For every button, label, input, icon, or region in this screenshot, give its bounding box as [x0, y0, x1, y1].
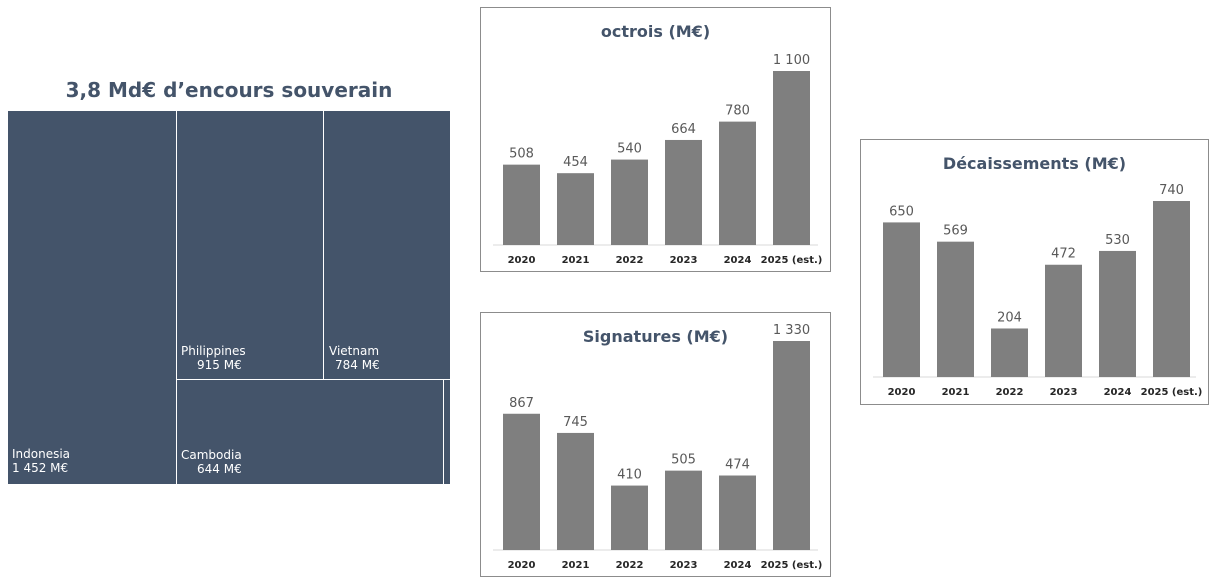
x-tick-label: 2020 [888, 387, 916, 398]
data-label: 650 [889, 204, 914, 219]
chart-title: Décaissements (M€) [942, 154, 1127, 173]
bar-2021 [937, 241, 974, 377]
x-tick-label: 2025 (est.) [761, 560, 823, 571]
bar-2021 [557, 432, 594, 550]
treemap-tile-cambodia: Cambodia 644 M€ [177, 380, 443, 484]
tile-name: Vietnam [329, 344, 380, 358]
data-label: 474 [725, 458, 750, 473]
bar-2022 [991, 328, 1028, 377]
bar-2022 [611, 485, 648, 550]
treemap-tile-philippines: Philippines 915 M€ [177, 111, 323, 379]
bar-2024 [719, 121, 756, 245]
tile-value: 784 M€ [335, 358, 380, 372]
x-tick-label: 2024 [1104, 387, 1132, 398]
data-label: 780 [725, 104, 750, 119]
tile-name: Cambodia [181, 448, 242, 462]
bar-2021 [557, 173, 594, 245]
x-tick-label: 2024 [724, 560, 752, 571]
data-label: 740 [1159, 183, 1184, 198]
treemap-title: 3,8 Md€ d’encours souverain [65, 78, 393, 102]
chart-title: octrois (M€) [600, 22, 711, 41]
treemap-label-vietnam: Vietnam 784 M€ [329, 344, 380, 372]
data-label: 204 [997, 310, 1022, 325]
bar-2024 [1099, 250, 1136, 377]
treemap-tile-vietnam: Vietnam 784 M€ [324, 111, 450, 379]
tile-value: 1 452 M€ [12, 461, 69, 475]
bar-2020 [503, 164, 540, 245]
bar-2023 [1045, 264, 1082, 377]
treemap-tile-indonesia: Indonesia 1 452 M€ [8, 111, 176, 484]
treemap-label-philippines: Philippines 915 M€ [181, 344, 246, 372]
data-label: 569 [943, 224, 968, 239]
x-tick-label: 2023 [1050, 387, 1078, 398]
data-label: 508 [509, 147, 534, 162]
tile-value: 915 M€ [197, 358, 242, 372]
x-tick-label: 2021 [562, 560, 590, 571]
x-tick-label: 2024 [724, 255, 752, 266]
bar-2022 [611, 159, 648, 245]
data-label: 472 [1051, 247, 1076, 262]
bar-2020 [883, 222, 920, 377]
data-label: 1 100 [773, 53, 810, 68]
data-label: 410 [617, 468, 642, 483]
tile-name: Indonesia [12, 447, 71, 461]
x-tick-label: 2021 [942, 387, 970, 398]
x-tick-label: 2023 [670, 255, 698, 266]
bar-2024 [719, 475, 756, 550]
x-tick-label: 2021 [562, 255, 590, 266]
chart-octrois: octrois (M€) 508 2020 454 2021 540 2022 664 202… [480, 7, 831, 272]
x-tick-label: 2023 [670, 560, 698, 571]
chart-signatures: Signatures (M€) 867 2020 745 2021 410 2022 505… [480, 312, 831, 577]
bar-2025-est [773, 71, 810, 245]
data-label: 540 [617, 142, 642, 157]
data-label: 1 330 [773, 323, 810, 338]
bar-2023 [665, 139, 702, 245]
data-label: 745 [563, 415, 588, 430]
x-tick-label: 2025 (est.) [1141, 387, 1203, 398]
data-label: 505 [671, 453, 696, 468]
treemap-tile-sliver [444, 380, 450, 484]
data-label: 664 [671, 122, 696, 137]
tile-name: Philippines [181, 344, 246, 358]
x-tick-label: 2022 [996, 387, 1024, 398]
bar-2025-est [1153, 201, 1190, 377]
x-tick-label: 2022 [616, 255, 644, 266]
x-tick-label: 2025 (est.) [761, 255, 823, 266]
bar-2020 [503, 413, 540, 550]
bar-2023 [665, 470, 702, 550]
chart-title: Signatures (M€) [582, 327, 729, 346]
bar-2025-est [773, 341, 810, 550]
tile-value: 644 M€ [197, 462, 242, 476]
x-tick-label: 2020 [508, 255, 536, 266]
x-tick-label: 2022 [616, 560, 644, 571]
data-label: 867 [509, 396, 534, 411]
chart-octrois-plot: 508 2020 454 2021 540 2022 664 2023 780 2024 1 100… [493, 53, 823, 266]
chart-signatures-plot: 867 2020 745 2021 410 2022 505 2023 474 2024 1 330… [493, 323, 823, 571]
x-tick-label: 2020 [508, 560, 536, 571]
data-label: 530 [1105, 233, 1130, 248]
treemap-label-indonesia: Indonesia 1 452 M€ [12, 447, 70, 475]
chart-decaissements: Décaissements (M€) 650 2020 569 2021 204 2022… [860, 139, 1209, 405]
treemap-label-cambodia: Cambodia 644 M€ [181, 448, 242, 476]
data-label: 454 [563, 155, 588, 170]
chart-decaissements-plot: 650 2020 569 2021 204 2022 472 2023 530 2024 740 20… [873, 183, 1203, 398]
